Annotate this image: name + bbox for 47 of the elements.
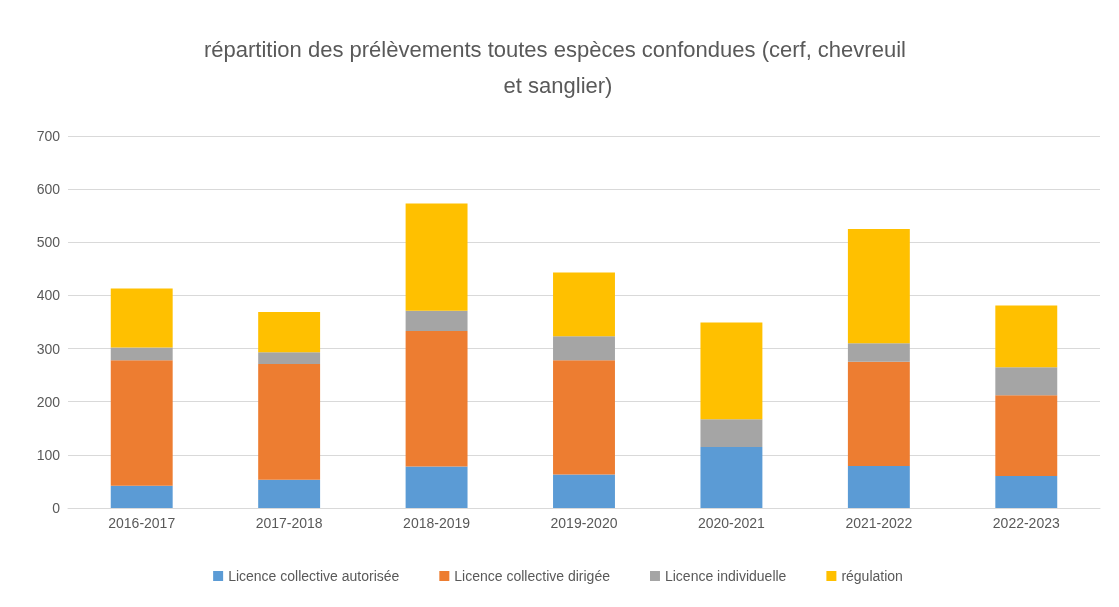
bar — [553, 474, 615, 508]
x-tick-label: 2018-2019 — [403, 515, 471, 531]
bar — [405, 310, 468, 332]
bar — [995, 476, 1058, 508]
bar — [405, 331, 468, 467]
bar — [847, 361, 910, 467]
bar — [110, 360, 173, 486]
bar — [258, 363, 321, 480]
y-tick-label: 100 — [36, 446, 61, 463]
x-tick-label: 2016-2017 — [108, 515, 176, 531]
x-tick-label: 2021-2022 — [845, 515, 913, 531]
y-tick-label: 300 — [36, 340, 61, 357]
x-tick-label: 2022-2023 — [992, 515, 1060, 531]
legend-label: Licence collective dirigée — [454, 568, 611, 584]
y-tick-label: 500 — [36, 234, 61, 251]
y-tick-label: 700 — [36, 128, 61, 144]
y-tick-label: 200 — [36, 393, 61, 410]
bar — [700, 446, 763, 508]
x-tick-label: 2019-2020 — [550, 515, 618, 531]
bar — [110, 347, 173, 361]
bar — [258, 479, 321, 508]
bar — [700, 322, 763, 420]
x-tick-label: 2020-2021 — [697, 515, 766, 531]
legend-label: Licence individuelle — [664, 568, 787, 584]
bar — [847, 343, 910, 362]
legend-label: Licence collective autorisée — [228, 568, 400, 584]
bar — [553, 360, 615, 475]
bar — [405, 203, 468, 311]
x-tick-label: 2017-2018 — [255, 515, 323, 531]
bar — [405, 466, 468, 508]
bar — [995, 395, 1058, 477]
y-tick-label: 0 — [52, 500, 61, 516]
bar — [258, 311, 321, 353]
y-tick-label: 400 — [36, 287, 61, 304]
legend-label: régulation — [841, 568, 903, 584]
chart-title: répartition des prélèvements toutes espèces confondues (cerf, chevreuil et sanglier) — [203, 36, 913, 98]
bar — [110, 288, 173, 348]
bar — [553, 272, 615, 337]
bar — [258, 352, 321, 364]
bar — [553, 336, 615, 361]
bar — [847, 229, 910, 344]
bar — [847, 466, 910, 508]
y-tick-label: 600 — [36, 181, 61, 198]
bar — [110, 485, 173, 508]
bar — [995, 367, 1058, 396]
bar — [995, 305, 1058, 368]
bar — [700, 419, 763, 447]
